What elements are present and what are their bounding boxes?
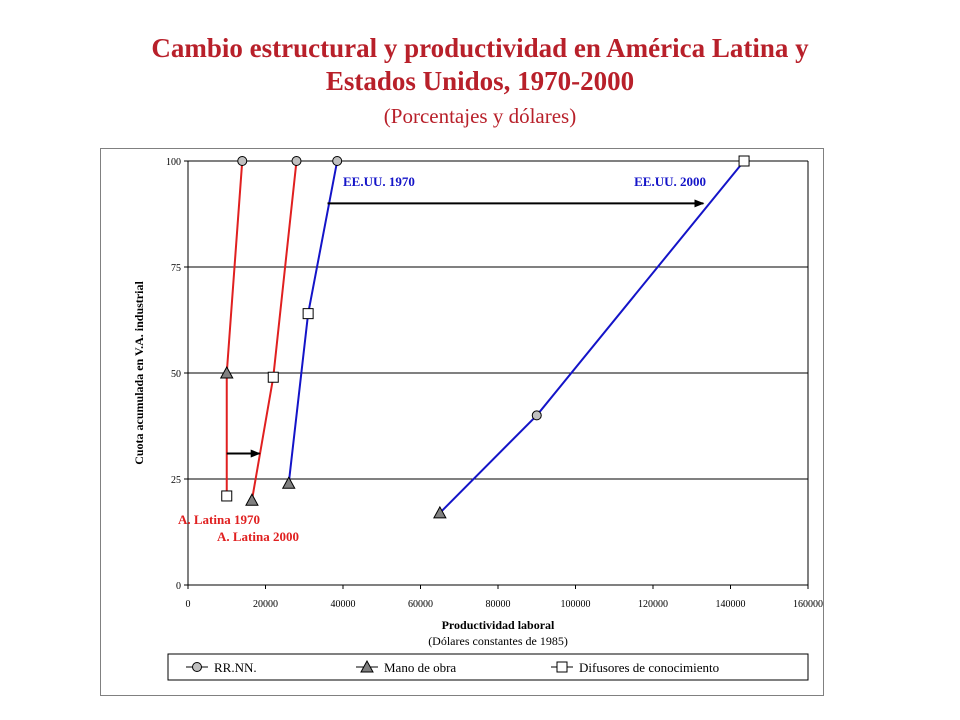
x-tick-label: 140000	[716, 599, 746, 610]
x-tick-label: 120000	[638, 599, 668, 610]
legend-label: Difusores de conocimiento	[579, 660, 719, 675]
data-point-square	[738, 155, 750, 167]
y-tick-label: 50	[171, 369, 181, 380]
y-axis-title: Cuota acumulada en V.A. industrial	[132, 281, 146, 465]
data-point-triangle	[433, 505, 447, 519]
data-point-square	[221, 490, 233, 502]
series-line-1	[225, 160, 244, 496]
chart-subtitle: (Porcentajes y dólares)	[383, 104, 577, 128]
series-line-2	[250, 160, 298, 501]
grid-layer	[188, 160, 809, 585]
data-point-circle	[291, 156, 302, 166]
series-label: A. Latina 1970	[178, 512, 260, 527]
legend-marker-circle	[192, 662, 202, 672]
x-axis-note: (Dólares constantes de 1985)	[428, 634, 568, 648]
data-point-circle	[531, 410, 542, 421]
y-tick-label: 100	[166, 157, 181, 168]
x-tick-label: 100000	[561, 599, 591, 610]
data-point-triangle	[245, 493, 259, 506]
series-line-4	[439, 160, 745, 514]
data-point-triangle	[219, 365, 234, 379]
data-point-circle	[332, 156, 343, 166]
legend-label: Mano de obra	[384, 660, 456, 675]
y-tick-label: 25	[171, 475, 181, 486]
y-tick-label: 75	[171, 263, 181, 274]
annotation-layer: A. Latina 1970 A. Latina 2000 EE.UU. 1970 E…	[178, 174, 706, 544]
data-point-triangle	[281, 476, 296, 489]
chart-title-line-1: Cambio estructural y productividad en Am…	[151, 33, 809, 63]
x-tick-label: 80000	[486, 599, 511, 610]
x-tick-label: 0	[186, 599, 191, 610]
series-layer	[219, 155, 750, 519]
x-tick-label: 20000	[253, 599, 278, 610]
data-point-circle	[237, 156, 248, 166]
data-point-square	[267, 371, 279, 383]
x-tick-label: 160000	[793, 599, 823, 610]
legend-box	[167, 653, 809, 681]
chart-svg: 0 25 50 75 100 0 20000 40000 60000 80000 100000 120…	[132, 155, 823, 681]
y-tick-label: 0	[176, 581, 181, 592]
chart-area: 0 25 50 75 100 0 20000 40000 60000 80000 100000 120…	[100, 148, 824, 696]
x-axis-title: Productividad laboral	[442, 618, 555, 632]
series-label: EE.UU. 2000	[634, 174, 706, 189]
legend: RR.NN. Mano de obra Difusores de conocimie…	[167, 653, 809, 681]
series-label: A. Latina 2000	[217, 529, 299, 544]
data-point-square	[302, 308, 314, 320]
axis-layer: 0 25 50 75 100 0 20000 40000 60000 80000 100000 120…	[132, 157, 823, 648]
chart-title-line-2: Estados Unidos, 1970-2000	[325, 66, 635, 96]
legend-label: RR.NN.	[214, 660, 257, 675]
series-line-3	[287, 160, 339, 484]
x-tick-label: 60000	[408, 599, 433, 610]
arrow-layer	[226, 199, 705, 458]
legend-marker-triangle	[360, 659, 374, 673]
x-tick-label: 40000	[331, 599, 356, 610]
series-label: EE.UU. 1970	[343, 174, 415, 189]
legend-marker-square	[556, 661, 568, 673]
